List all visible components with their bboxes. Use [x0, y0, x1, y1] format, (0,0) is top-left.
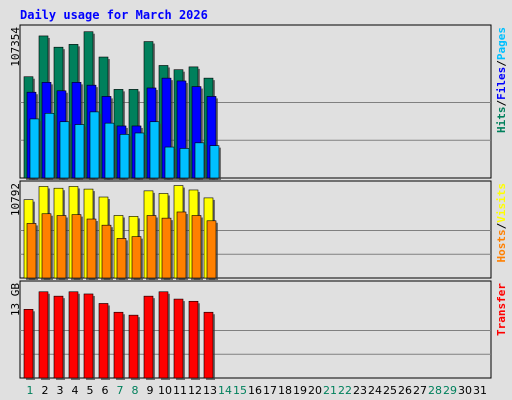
right-axis-label-part: Hosts [495, 229, 508, 262]
bar-pages-day-9 [149, 121, 160, 179]
right-axis-label-part: Transfer [495, 283, 508, 336]
x-tick-label-day-28: 28 [428, 384, 442, 397]
x-tick-label-day-24: 24 [368, 384, 382, 397]
bar-sites-day-11 [176, 211, 187, 279]
bar-kbytes-day-4 [68, 291, 79, 379]
x-tick-label-day-9: 9 [147, 384, 154, 397]
x-tick-label-day-4: 4 [72, 384, 79, 397]
x-tick-label-day-30: 30 [458, 384, 472, 397]
bar-kbytes-day-10 [158, 291, 169, 379]
bar-kbytes-day-8 [128, 314, 139, 379]
bar-sites-day-9 [146, 215, 157, 279]
x-tick-label-day-16: 16 [248, 384, 262, 397]
right-axis-label-part: Hits [495, 107, 508, 134]
bar-pages-day-12 [194, 142, 205, 179]
bar-sites-day-5 [86, 218, 97, 279]
bar-pages-day-8 [134, 132, 145, 179]
bar-kbytes-day-11 [173, 298, 184, 379]
bar-pages-day-1 [29, 118, 40, 179]
x-tick-label-day-7: 7 [117, 384, 124, 397]
bar-pages-day-10 [164, 146, 175, 179]
x-tick-label-day-10: 10 [158, 384, 172, 397]
x-tick-label-day-13: 13 [203, 384, 217, 397]
bar-pages-day-2 [44, 112, 55, 179]
right-axis-label-part: / [495, 100, 508, 107]
right-axis-label: Transfer [495, 283, 508, 336]
x-tick-label-day-27: 27 [413, 384, 427, 397]
bar-pages-day-6 [104, 122, 115, 179]
right-axis-label-part: / [495, 60, 508, 67]
x-tick-label-day-20: 20 [308, 384, 322, 397]
bar-sites-day-4 [71, 214, 82, 279]
bar-sites-day-12 [191, 215, 202, 279]
bar-pages-day-7 [119, 134, 130, 179]
y-max-label: 107354 [9, 27, 22, 67]
bar-kbytes-day-1 [23, 309, 34, 379]
right-axis-label-part: Visits [495, 183, 508, 223]
x-tick-label-day-12: 12 [188, 384, 202, 397]
bar-sites-day-2 [41, 213, 52, 279]
x-tick-label-day-6: 6 [102, 384, 109, 397]
bar-kbytes-day-13 [203, 311, 214, 379]
x-tick-label-day-22: 22 [338, 384, 352, 397]
panel-frame [19, 24, 492, 179]
bar-sites-day-13 [206, 220, 217, 279]
bar-kbytes-day-3 [53, 295, 64, 379]
x-tick-label-day-17: 17 [263, 384, 277, 397]
x-tick-label-day-18: 18 [278, 384, 292, 397]
bar-sites-day-3 [56, 215, 67, 279]
bar-pages-day-4 [74, 124, 85, 179]
x-tick-label-day-5: 5 [87, 384, 94, 397]
bar-pages-day-3 [59, 121, 70, 179]
bar-kbytes-day-6 [98, 303, 109, 379]
x-tick-label-day-25: 25 [383, 384, 397, 397]
y-max-label: 13 GB [9, 283, 22, 316]
right-axis-label-part: Pages [495, 27, 508, 60]
x-tick-label-day-11: 11 [173, 384, 187, 397]
chart-panel-1: 10792 Hosts/Visits [9, 180, 508, 280]
bar-sites-day-6 [101, 224, 112, 279]
x-tick-label-day-8: 8 [132, 384, 139, 397]
x-tick-label-day-2: 2 [42, 384, 49, 397]
right-axis-label-part: / [495, 222, 508, 229]
bar-pages-day-11 [179, 148, 190, 179]
right-axis-label: Hits/Files/Pages [495, 27, 508, 133]
x-tick-label-day-14: 14 [218, 384, 232, 397]
bar-pages-day-5 [89, 111, 100, 179]
bar-pages-day-13 [209, 145, 220, 179]
bar-sites-day-10 [161, 217, 172, 279]
x-tick-label-day-26: 26 [398, 384, 412, 397]
y-max-label: 10792 [9, 183, 22, 216]
x-tick-label-day-21: 21 [323, 384, 337, 397]
x-tick-label-day-19: 19 [293, 384, 307, 397]
panel-frame [19, 180, 492, 279]
right-axis-label: Hosts/Visits [495, 183, 508, 263]
bar-kbytes-day-2 [38, 291, 49, 379]
x-tick-label-day-15: 15 [233, 384, 247, 397]
chart-title: Daily usage for March 2026 [20, 8, 208, 22]
bar-kbytes-day-12 [188, 300, 199, 379]
bar-kbytes-day-7 [113, 311, 124, 379]
bar-kbytes-day-5 [83, 293, 94, 379]
bar-sites-day-7 [116, 238, 127, 279]
bar-sites-day-1 [26, 223, 37, 279]
x-tick-label-day-23: 23 [353, 384, 367, 397]
x-tick-label-day-1: 1 [27, 384, 34, 397]
chart-panel-2: 13 GB Transfer [9, 280, 508, 380]
x-tick-label-day-31: 31 [473, 384, 487, 397]
x-tick-label-day-3: 3 [57, 384, 64, 397]
x-tick-label-day-29: 29 [443, 384, 457, 397]
panel-frame [19, 280, 492, 379]
right-axis-label-part: Files [495, 67, 508, 100]
bar-kbytes-day-9 [143, 295, 154, 379]
bar-sites-day-8 [131, 236, 142, 279]
